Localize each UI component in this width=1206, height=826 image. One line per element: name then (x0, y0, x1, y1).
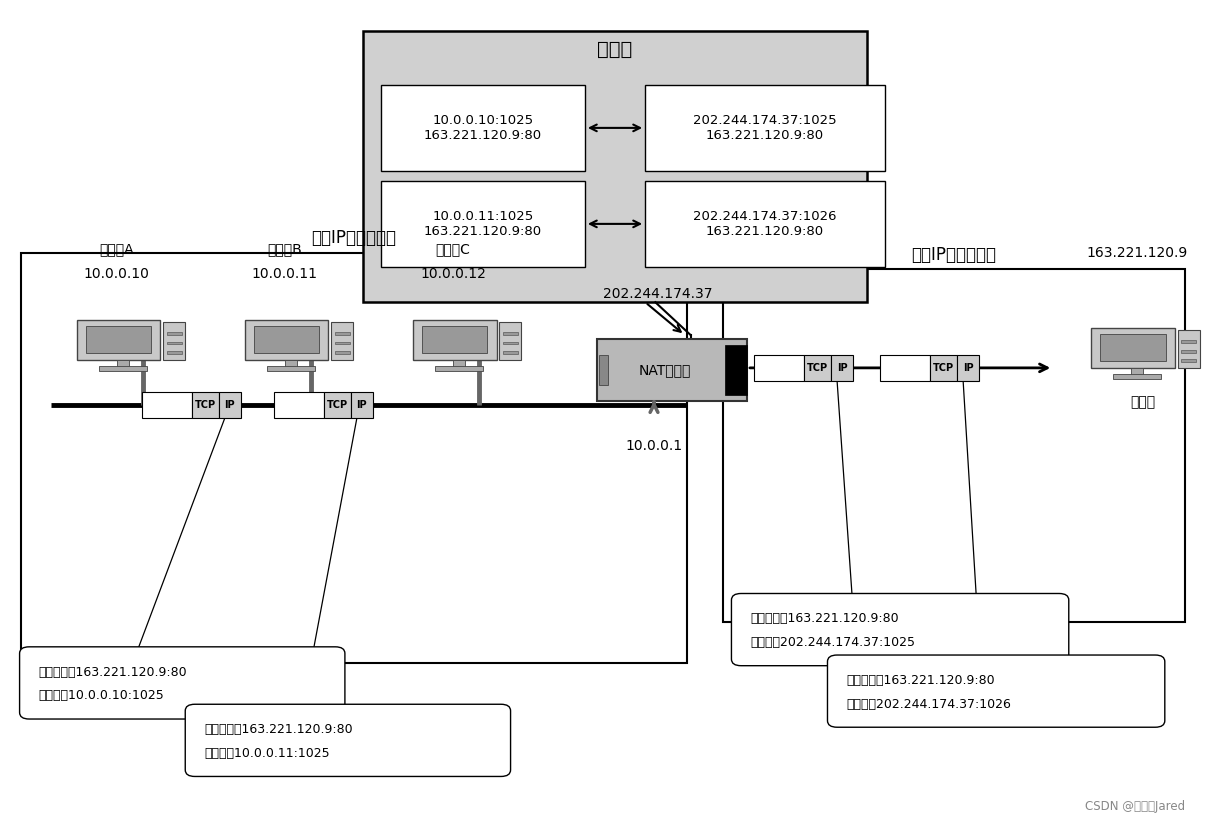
Bar (831, 354, 854, 381)
Text: CSDN @程序员Jared: CSDN @程序员Jared (1085, 800, 1185, 814)
FancyBboxPatch shape (732, 594, 1069, 666)
Bar (163, 322, 186, 359)
Bar (254, 325, 320, 353)
Text: TCP: TCP (327, 400, 347, 410)
Bar (77, 320, 160, 359)
Text: 源地址：202.244.174.37:1025: 源地址：202.244.174.37:1025 (750, 636, 915, 649)
Bar (192, 392, 218, 418)
Text: 源地址：202.244.174.37:1026: 源地址：202.244.174.37:1026 (847, 698, 1012, 710)
Bar (117, 359, 129, 367)
Bar (267, 366, 315, 371)
Text: 服务器: 服务器 (1131, 396, 1155, 410)
Text: 10.0.0.10: 10.0.0.10 (84, 267, 150, 281)
Bar (21, 253, 687, 663)
Text: 202.244.174.37: 202.244.174.37 (603, 287, 713, 301)
Bar (1113, 374, 1161, 379)
Text: 163.221.120.9: 163.221.120.9 (1087, 246, 1188, 260)
FancyBboxPatch shape (827, 655, 1165, 727)
Bar (1091, 329, 1175, 368)
Bar (166, 351, 182, 354)
Text: IP: IP (837, 363, 848, 373)
Bar (645, 85, 885, 171)
Bar (335, 332, 350, 335)
Bar (880, 354, 930, 381)
Text: 10.0.0.10:1025
163.221.120.9:80: 10.0.0.10:1025 163.221.120.9:80 (423, 114, 541, 142)
Bar (726, 345, 747, 395)
Bar (503, 351, 517, 354)
Bar (803, 354, 831, 381)
Bar (499, 322, 521, 359)
Text: 源地址：10.0.0.10:1025: 源地址：10.0.0.10:1025 (39, 690, 164, 702)
Bar (597, 339, 747, 401)
Text: TCP: TCP (807, 363, 827, 373)
Bar (351, 392, 373, 418)
Text: 10.0.0.11:1025
163.221.120.9:80: 10.0.0.11:1025 163.221.120.9:80 (423, 210, 541, 238)
Bar (323, 392, 351, 418)
Bar (332, 322, 353, 359)
Text: 10.0.0.12: 10.0.0.12 (420, 267, 486, 281)
Text: 目标地址：163.221.120.9:80: 目标地址：163.221.120.9:80 (847, 674, 995, 687)
Bar (599, 354, 608, 385)
Text: 10.0.0.1: 10.0.0.1 (626, 439, 683, 453)
Bar (724, 269, 1185, 622)
Text: 10.0.0.11: 10.0.0.11 (252, 267, 318, 281)
Text: TCP: TCP (194, 400, 216, 410)
Bar (381, 181, 585, 267)
Bar (363, 31, 867, 302)
Text: 客户端A: 客户端A (100, 242, 134, 256)
Text: 客户端C: 客户端C (435, 242, 470, 256)
Bar (503, 332, 517, 335)
Bar (335, 342, 350, 344)
Bar (142, 392, 192, 418)
Text: NAT路由器: NAT路由器 (638, 363, 691, 377)
Bar (99, 366, 147, 371)
Bar (1178, 330, 1200, 368)
Text: 目标地址：163.221.120.9:80: 目标地址：163.221.120.9:80 (750, 612, 900, 625)
Bar (1131, 368, 1143, 375)
Bar (166, 342, 182, 344)
Text: IP: IP (962, 363, 973, 373)
Bar (218, 392, 241, 418)
Bar (1181, 340, 1196, 343)
Text: 转换表: 转换表 (597, 40, 633, 59)
Bar (422, 325, 487, 353)
Text: 私有IP地址的世界: 私有IP地址的世界 (311, 230, 397, 247)
Text: 源地址：10.0.0.11:1025: 源地址：10.0.0.11:1025 (205, 747, 330, 760)
Bar (453, 359, 464, 367)
Bar (274, 392, 323, 418)
Bar (1181, 349, 1196, 353)
Bar (166, 332, 182, 335)
Bar (86, 325, 151, 353)
Text: 目标地址：163.221.120.9:80: 目标地址：163.221.120.9:80 (39, 666, 187, 679)
Bar (245, 320, 328, 359)
Bar (930, 354, 956, 381)
Bar (1100, 334, 1166, 361)
Bar (503, 342, 517, 344)
Bar (412, 320, 497, 359)
Text: 客户端B: 客户端B (268, 242, 303, 256)
Bar (645, 181, 885, 267)
Text: 202.244.174.37:1025
163.221.120.9:80: 202.244.174.37:1025 163.221.120.9:80 (693, 114, 837, 142)
FancyBboxPatch shape (19, 647, 345, 719)
Bar (285, 359, 297, 367)
Bar (754, 354, 803, 381)
Bar (1181, 359, 1196, 362)
Text: 全局IP地址的世界: 全局IP地址的世界 (912, 245, 996, 263)
Bar (335, 351, 350, 354)
Bar (956, 354, 979, 381)
Text: TCP: TCP (932, 363, 954, 373)
Text: 202.244.174.37:1026
163.221.120.9:80: 202.244.174.37:1026 163.221.120.9:80 (693, 210, 837, 238)
Text: 目标地址：163.221.120.9:80: 目标地址：163.221.120.9:80 (205, 724, 353, 736)
Bar (381, 85, 585, 171)
Text: IP: IP (357, 400, 367, 410)
FancyBboxPatch shape (186, 705, 510, 776)
Bar (434, 366, 484, 371)
Text: IP: IP (224, 400, 235, 410)
